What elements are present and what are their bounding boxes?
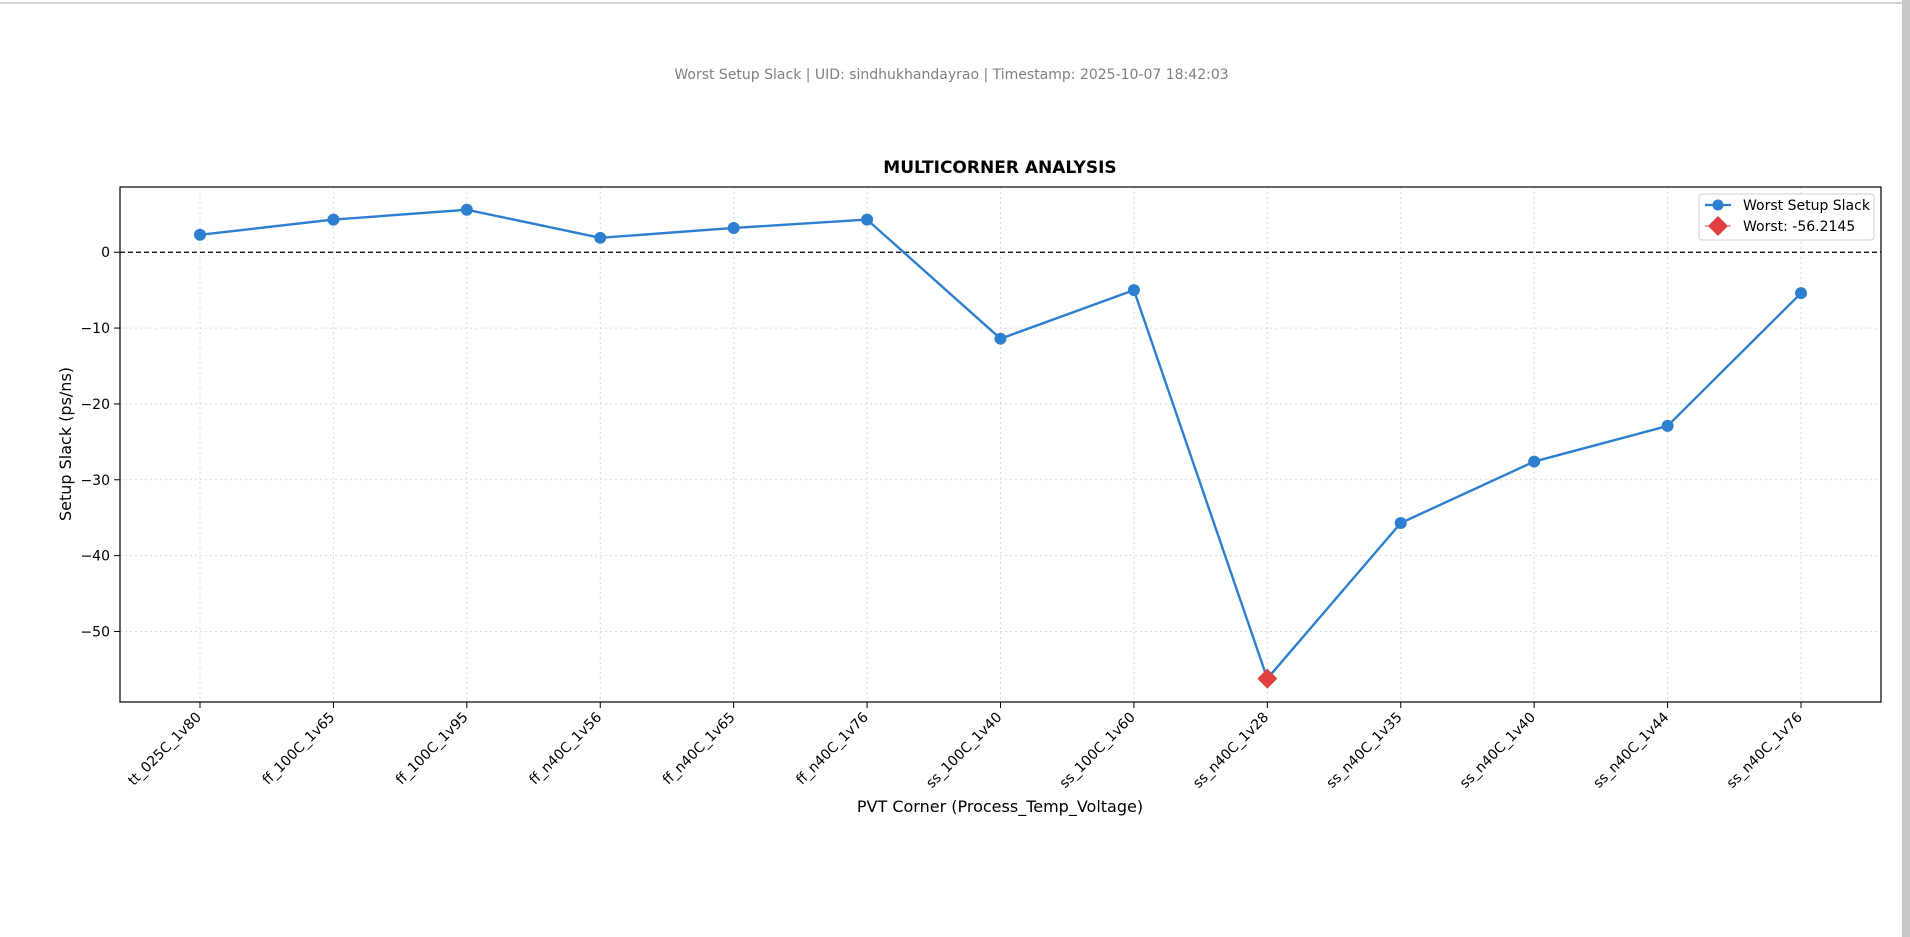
x-axis-label: PVT Corner (Process_Temp_Voltage) [857, 797, 1143, 817]
data-point [1127, 284, 1140, 297]
legend-worst-label: Worst: -56.2145 [1743, 219, 1855, 235]
chart-title: MULTICORNER ANALYSIS [883, 158, 1116, 178]
data-point [460, 203, 473, 216]
grid-layer [120, 187, 1881, 702]
x-tick-label: ss_100C_1v60 [1057, 710, 1139, 792]
data-point [327, 213, 340, 226]
x-tick-label: ff_n40C_1v76 [793, 709, 872, 788]
x-tick-label: ff_100C_1v95 [393, 710, 472, 789]
legend-series-label: Worst Setup Slack [1743, 198, 1871, 214]
x-tick-label: ff_100C_1v65 [260, 710, 339, 789]
data-point [1661, 419, 1674, 432]
axes-frame [119, 186, 1882, 703]
y-tick-label: −40 [80, 549, 110, 565]
x-tick-label: ss_n40C_1v35 [1324, 710, 1406, 792]
data-point [727, 221, 740, 234]
y-tick-label: 0 [101, 245, 110, 261]
legend: Worst Setup Slack Worst: -56.2145 [1698, 193, 1875, 241]
legend-series-marker [1712, 199, 1724, 211]
y-tick-label: −10 [80, 321, 110, 337]
series-layer [194, 203, 1807, 689]
x-ticks: tt_025C_1v80 ff_100C_1v65 ff_100C_1v95 ff_n… [125, 702, 1806, 792]
y-tick-label: −20 [80, 397, 110, 413]
y-axis-label: Setup Slack (ps/ns) [56, 367, 75, 521]
data-point [194, 228, 206, 241]
data-point [861, 213, 874, 226]
worst-point-marker [1257, 668, 1278, 689]
legend-worst-marker [1708, 216, 1728, 236]
x-tick-label: ff_n40C_1v65 [660, 710, 739, 789]
chart-subtitle: Worst Setup Slack | UID: sindhukhandayra… [674, 67, 1229, 83]
data-point [1795, 287, 1807, 300]
y-tick-label: −30 [80, 473, 110, 489]
x-tick-label: ss_n40C_1v28 [1190, 710, 1272, 792]
data-point [994, 332, 1007, 345]
data-point [1394, 517, 1407, 530]
data-point [594, 231, 607, 244]
x-tick-label: tt_025C_1v80 [125, 710, 205, 790]
window-top-border [0, 2, 1910, 4]
x-tick-label: ss_n40C_1v44 [1590, 709, 1672, 791]
data-point [1528, 455, 1541, 468]
vertical-scrollbar[interactable] [1902, 0, 1910, 937]
y-ticks: 0 −10 −20 −30 −40 −50 [80, 245, 120, 640]
x-tick-label: ff_n40C_1v56 [527, 709, 606, 788]
y-tick-label: −50 [80, 624, 110, 640]
legend-box [1698, 193, 1875, 241]
x-tick-label: ss_n40C_1v40 [1457, 710, 1539, 792]
x-tick-label: ss_100C_1v40 [923, 710, 1005, 792]
x-tick-label: ss_n40C_1v76 [1724, 709, 1806, 791]
